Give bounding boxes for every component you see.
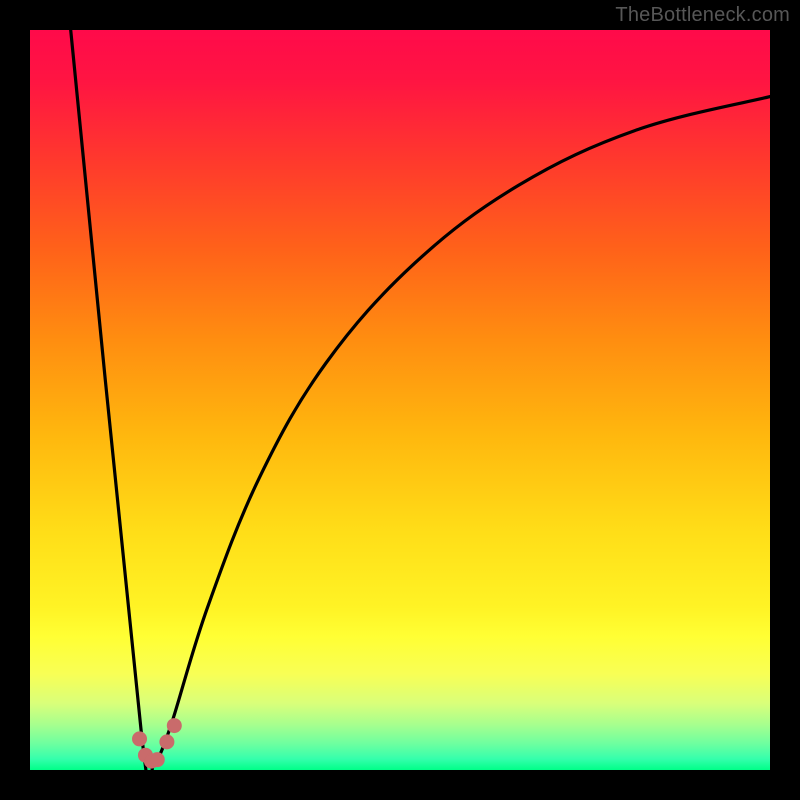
chart-container: TheBottleneck.com [0,0,800,800]
bottleneck-point [133,732,147,746]
curve-layer [30,30,770,770]
bottleneck-point [167,719,181,733]
watermark-text: TheBottleneck.com [615,4,790,27]
plot-area [30,30,770,770]
bottleneck-point [150,753,164,767]
bottleneck-curve [71,30,770,770]
bottleneck-point [160,735,174,749]
